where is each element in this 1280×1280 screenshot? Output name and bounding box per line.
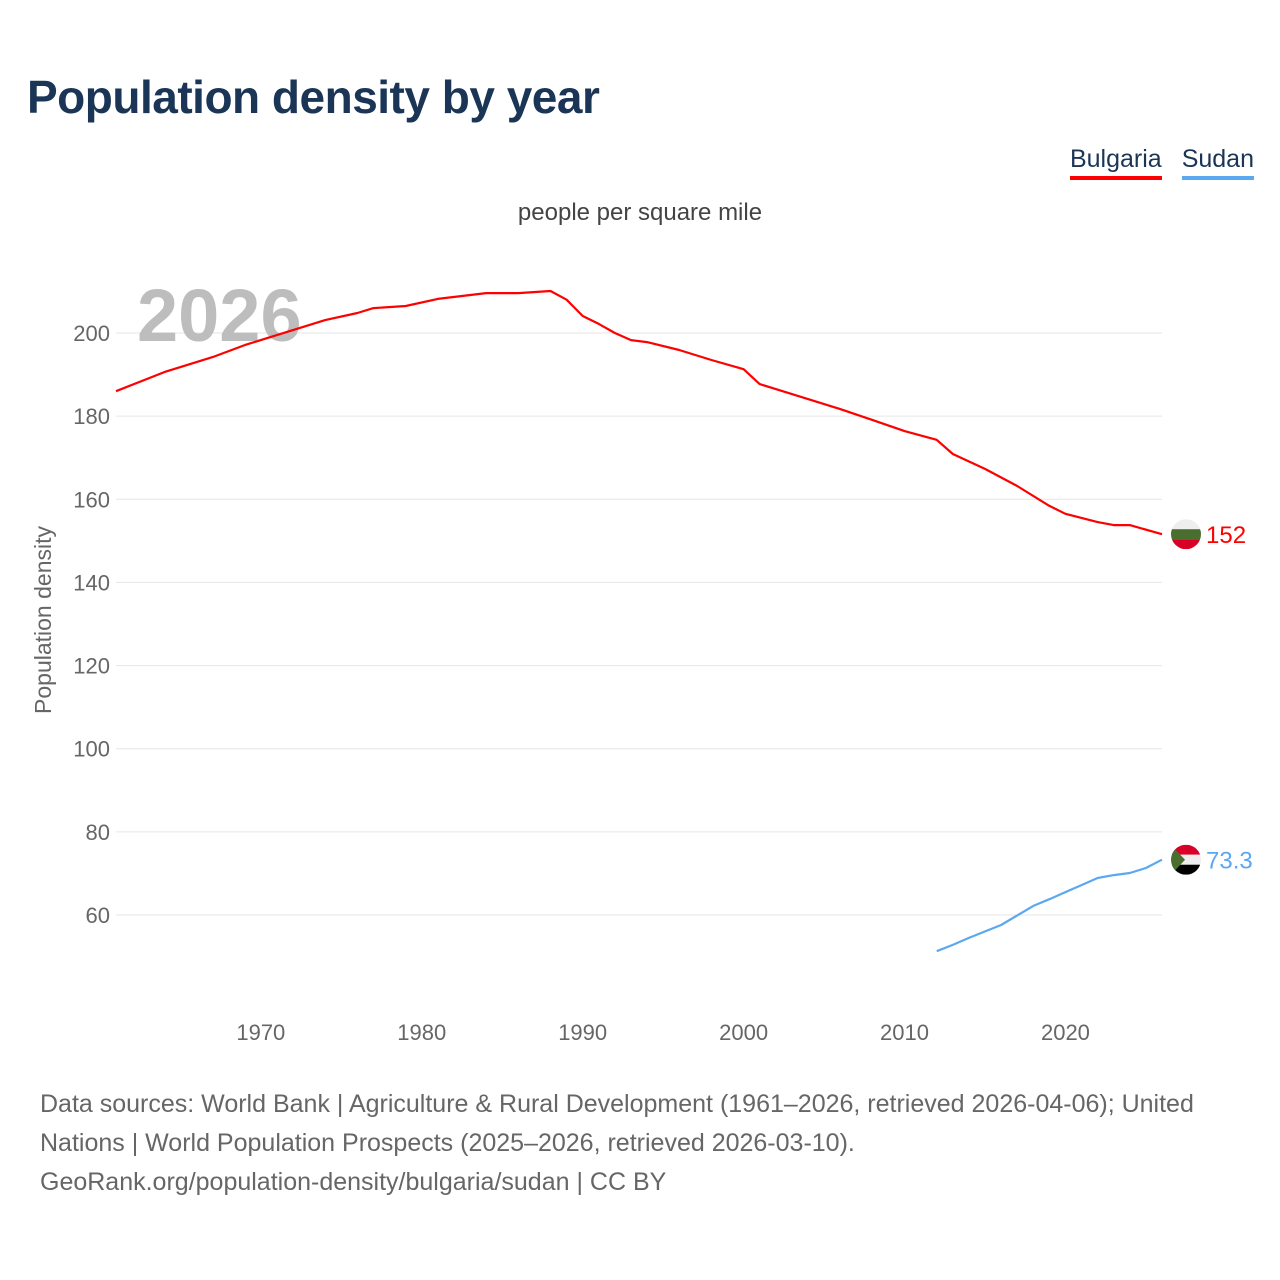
sudan-flag-icon bbox=[1171, 844, 1201, 875]
flag-stripe bbox=[1171, 854, 1201, 865]
source-line: Nations | World Population Prospects (20… bbox=[40, 1129, 855, 1157]
source-note: Data sources: World Bank | Agriculture &… bbox=[40, 1085, 1250, 1202]
y-axis-label: Population density bbox=[30, 526, 56, 714]
y-tick-label: 180 bbox=[73, 404, 110, 429]
end-label-sudan: 73.3 bbox=[1206, 848, 1253, 875]
flag-stripe bbox=[1171, 529, 1201, 540]
bulgaria-flag-icon bbox=[1171, 519, 1201, 550]
page-title: Population density by year bbox=[27, 71, 600, 123]
flag-stripe bbox=[1171, 864, 1201, 875]
flag-stripe bbox=[1171, 519, 1201, 530]
y-tick-label: 160 bbox=[73, 487, 110, 512]
y-tick-label: 100 bbox=[73, 737, 110, 762]
legend-item-bulgaria[interactable]: Bulgaria bbox=[1069, 145, 1162, 180]
y-tick-label: 140 bbox=[73, 570, 110, 595]
chart-subtitle: people per square mile bbox=[517, 199, 763, 226]
y-tick-label: 60 bbox=[86, 903, 110, 928]
flag-stripe bbox=[1171, 539, 1201, 550]
legend: Bulgaria Sudan bbox=[1069, 145, 1254, 180]
x-tick-label: 1970 bbox=[236, 1020, 285, 1045]
flag-triangle bbox=[1171, 844, 1185, 875]
legend-item-sudan[interactable]: Sudan bbox=[1181, 145, 1254, 180]
x-tick-label: 2010 bbox=[880, 1020, 929, 1045]
y-tick-label: 120 bbox=[73, 654, 110, 679]
x-tick-label: 1990 bbox=[558, 1020, 607, 1045]
y-tick-label: 80 bbox=[86, 820, 110, 845]
series-line-sudan bbox=[936, 858, 1163, 953]
flag-body bbox=[1171, 844, 1201, 875]
year-watermark: 2026 bbox=[137, 274, 302, 357]
end-label-bulgaria: 152 bbox=[1206, 522, 1246, 549]
x-tick-label: 2020 bbox=[1041, 1020, 1090, 1045]
flag-stripe bbox=[1171, 844, 1201, 855]
y-tick-label: 200 bbox=[73, 321, 110, 346]
flag-body bbox=[1171, 519, 1201, 550]
x-tick-label: 2000 bbox=[719, 1020, 768, 1045]
x-tick-label: 1980 bbox=[397, 1020, 446, 1045]
source-line: Data sources: World Bank | Agriculture &… bbox=[40, 1090, 1194, 1118]
series-line-bulgaria bbox=[115, 289, 1163, 536]
source-link[interactable]: GeoRank.org/population-density/bulgaria/… bbox=[40, 1168, 667, 1196]
